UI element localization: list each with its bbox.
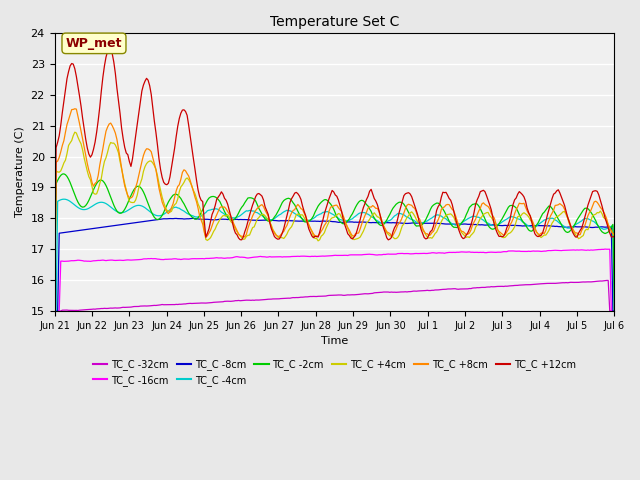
TC_C -32cm (51, 308, 58, 314)
Line: TC_C +8cm: TC_C +8cm (54, 109, 614, 311)
TC_C +8cm (51, 308, 58, 314)
TC_C -16cm (119, 258, 127, 264)
TC_C -4cm (219, 210, 227, 216)
TC_C -2cm (219, 205, 227, 211)
TC_C +12cm (219, 191, 227, 197)
TC_C -8cm (581, 224, 589, 230)
TC_C -8cm (51, 308, 58, 314)
TC_C +8cm (219, 204, 227, 210)
TC_C -16cm (236, 254, 244, 260)
TC_C -16cm (579, 247, 587, 253)
TC_C -16cm (611, 308, 618, 314)
TC_C +4cm (71, 129, 79, 135)
TC_C -8cm (611, 308, 618, 314)
TC_C -2cm (611, 308, 618, 314)
TC_C +4cm (238, 235, 246, 240)
Line: TC_C -8cm: TC_C -8cm (54, 218, 614, 311)
TC_C -16cm (51, 308, 58, 314)
TC_C +12cm (297, 197, 305, 203)
TC_C +12cm (581, 215, 589, 220)
TC_C -2cm (51, 308, 58, 314)
TC_C +8cm (121, 183, 129, 189)
TC_C +8cm (71, 106, 79, 112)
Line: TC_C -4cm: TC_C -4cm (54, 199, 614, 311)
TC_C +12cm (238, 237, 246, 243)
TC_C -2cm (60, 171, 68, 177)
TC_C -16cm (296, 253, 303, 259)
TC_C -4cm (611, 308, 618, 314)
Line: TC_C +4cm: TC_C +4cm (54, 132, 614, 311)
TC_C -32cm (218, 299, 225, 305)
TC_C +8cm (238, 233, 246, 239)
Line: TC_C +12cm: TC_C +12cm (54, 49, 614, 311)
TC_C +12cm (247, 207, 255, 213)
TC_C +4cm (581, 228, 589, 234)
Text: WP_met: WP_met (66, 37, 122, 50)
Line: TC_C -2cm: TC_C -2cm (54, 174, 614, 311)
TC_C +4cm (51, 308, 58, 314)
TC_C -2cm (238, 204, 246, 210)
TC_C -8cm (189, 216, 197, 221)
TC_C +4cm (219, 213, 227, 218)
TC_C +8cm (611, 231, 618, 237)
TC_C -32cm (246, 297, 253, 303)
TC_C +8cm (581, 223, 589, 228)
TC_C -8cm (238, 216, 246, 222)
X-axis label: Time: Time (321, 336, 348, 346)
TC_C -16cm (218, 255, 225, 261)
Y-axis label: Temperature (C): Temperature (C) (15, 127, 25, 217)
TC_C -2cm (247, 195, 255, 201)
TC_C +12cm (105, 47, 113, 52)
TC_C -4cm (581, 216, 589, 221)
TC_C +12cm (51, 308, 58, 314)
TC_C -8cm (219, 216, 227, 222)
TC_C -4cm (247, 208, 255, 214)
TC_C +4cm (247, 228, 255, 234)
TC_C -4cm (297, 215, 305, 220)
TC_C +8cm (247, 217, 255, 223)
TC_C +12cm (121, 144, 129, 150)
TC_C -32cm (611, 308, 618, 314)
TC_C -32cm (604, 277, 612, 283)
TC_C -32cm (296, 295, 303, 300)
TC_C -4cm (238, 212, 246, 217)
TC_C -2cm (297, 215, 305, 220)
TC_C -4cm (121, 209, 129, 215)
TC_C -4cm (51, 308, 58, 314)
TC_C -4cm (60, 196, 68, 202)
Legend: TC_C -32cm, TC_C -16cm, TC_C -8cm, TC_C -4cm, TC_C -2cm, TC_C +4cm, TC_C +8cm, T: TC_C -32cm, TC_C -16cm, TC_C -8cm, TC_C … (89, 355, 580, 390)
Line: TC_C -32cm: TC_C -32cm (54, 280, 614, 311)
TC_C -16cm (601, 246, 609, 252)
TC_C -8cm (119, 221, 127, 227)
Title: Temperature Set C: Temperature Set C (270, 15, 399, 29)
TC_C -8cm (297, 218, 305, 224)
Line: TC_C -16cm: TC_C -16cm (54, 249, 614, 311)
TC_C +12cm (611, 234, 618, 240)
TC_C +4cm (121, 181, 129, 187)
TC_C -2cm (581, 205, 589, 211)
TC_C -32cm (236, 298, 244, 304)
TC_C -32cm (119, 304, 127, 310)
TC_C -2cm (121, 206, 129, 212)
TC_C +4cm (611, 233, 618, 239)
TC_C -8cm (247, 217, 255, 223)
TC_C -16cm (246, 255, 253, 261)
TC_C -32cm (579, 279, 587, 285)
TC_C +4cm (297, 212, 305, 218)
TC_C +8cm (297, 206, 305, 212)
